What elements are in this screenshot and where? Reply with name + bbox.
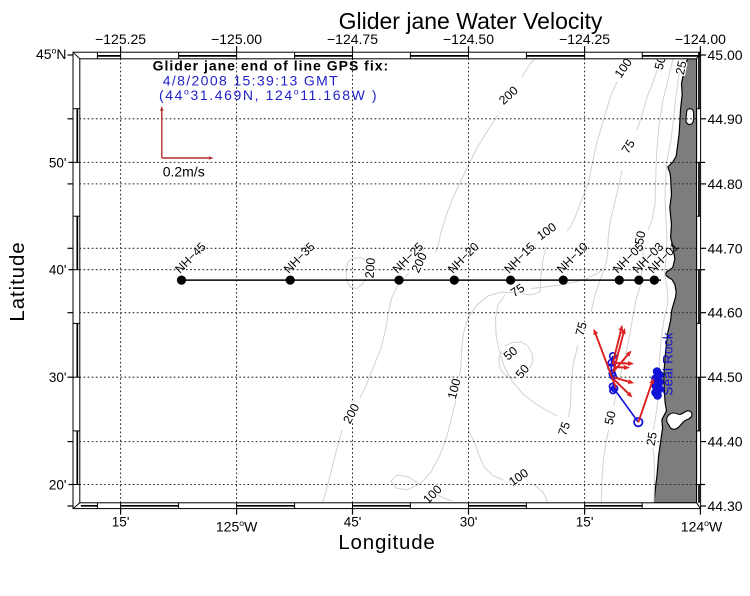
svg-text:45oN: 45oN (36, 46, 67, 62)
svg-text:44.90: 44.90 (708, 111, 743, 127)
svg-text:45': 45' (344, 515, 362, 530)
svg-text:124oW: 124oW (681, 518, 723, 534)
svg-text:20': 20' (49, 478, 67, 493)
svg-text:50: 50 (602, 409, 619, 426)
svg-text:0.2m/s: 0.2m/s (163, 164, 205, 180)
svg-text:25: 25 (673, 60, 690, 76)
svg-text:−124.75: −124.75 (327, 31, 378, 47)
svg-text:−125.25: −125.25 (95, 31, 146, 47)
svg-text:40': 40' (49, 263, 67, 278)
svg-text:30': 30' (460, 515, 478, 530)
svg-text:4/8/2008 15:39:13 GMT: 4/8/2008 15:39:13 GMT (163, 72, 339, 88)
svg-text:Glider jane Water Velocity: Glider jane Water Velocity (339, 8, 603, 34)
svg-text:Glider jane end of line GPS fi: Glider jane end of line GPS fix: (153, 57, 390, 73)
svg-text:50': 50' (49, 155, 67, 170)
svg-text:Seal Rock: Seal Rock (661, 332, 676, 395)
svg-text:30': 30' (49, 370, 67, 385)
svg-text:−125.00: −125.00 (211, 31, 262, 47)
svg-text:Longitude: Longitude (338, 531, 435, 554)
svg-text:−124.25: −124.25 (559, 31, 610, 47)
svg-text:200: 200 (363, 257, 378, 279)
svg-text:Latitude: Latitude (6, 241, 29, 321)
svg-text:125oW: 125oW (216, 518, 258, 534)
svg-text:25: 25 (644, 431, 660, 447)
svg-text:75: 75 (555, 420, 573, 438)
svg-text:15': 15' (112, 515, 130, 530)
svg-text:44.60: 44.60 (708, 305, 743, 321)
svg-text:44.30: 44.30 (708, 498, 743, 514)
svg-text:44.70: 44.70 (708, 240, 743, 256)
svg-text:100: 100 (445, 377, 464, 401)
svg-text:50: 50 (632, 230, 649, 246)
svg-text:45.00: 45.00 (708, 47, 743, 63)
svg-text:44.50: 44.50 (708, 369, 743, 385)
svg-text:50: 50 (652, 54, 669, 71)
svg-text:75: 75 (573, 320, 590, 337)
svg-text:(44o31.469N, 124o11.168W ): (44o31.469N, 124o11.168W ) (159, 87, 378, 103)
svg-text:44.80: 44.80 (708, 176, 743, 192)
svg-text:44.40: 44.40 (708, 434, 743, 450)
svg-text:−124.00: −124.00 (675, 31, 726, 47)
svg-text:15': 15' (576, 515, 594, 530)
svg-text:−124.50: −124.50 (443, 31, 494, 47)
